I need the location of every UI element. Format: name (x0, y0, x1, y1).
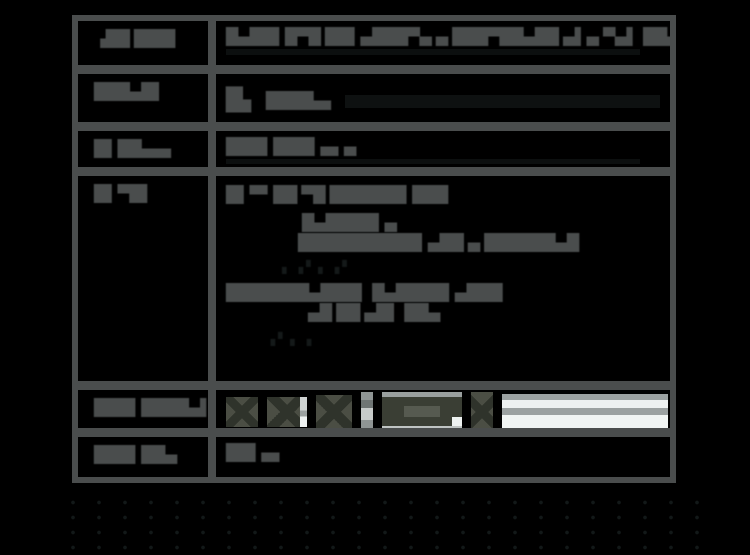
faint-dot-grid (60, 495, 705, 553)
row6-label: ███▌██▄ (94, 445, 177, 464)
row2-content-cell: █▖ ████▄▖ (216, 74, 670, 122)
row4-faint-dotted-line-1: ▖ ▗ ▘ ▖ ▗ ▘ (282, 260, 351, 274)
row5-label: ███▌████▄▌ (94, 398, 208, 417)
row6-text: ██▌▄▖ (226, 443, 286, 462)
row4-label-cell: █▌▀█▌ (78, 176, 208, 381)
row4-line-5: ▄█ ██ ▄█▌ ██▄ (308, 303, 440, 322)
infobox-table: ▗██ ███▌ █▄██▌█▀█ ██▌▄███▀▄ ▄ ███▀██▄██ … (72, 15, 676, 483)
row4-label: █▌▀█▌ (94, 184, 154, 203)
row4-faint-dotted-line-2: ▗ ▘ ▖ ▗ (266, 332, 311, 346)
row3-content-cell: ███▌███▌▄▖▄ (216, 131, 670, 167)
row3-faint-bar (226, 159, 640, 164)
row3-label-cell: █▌██▄▄▖ (78, 131, 208, 167)
row6-label-cell: ███▌██▄ (78, 437, 208, 477)
row6-content-cell: ██▌▄▖ (216, 437, 670, 477)
row2-label: ███▄█▌ (94, 82, 165, 101)
row4-line-1: █▌▀▘██ ▀█ ██████▌███ (226, 185, 448, 204)
row4-line-3: ██████████▌▄██ ▄ ██████▄█ (298, 233, 579, 252)
thumbnail-image-6 (471, 392, 493, 428)
row1-faint-bar (226, 49, 640, 55)
row4-content-cell: █▌▀▘██ ▀█ ██████▌███ █▄████▌▄ ██████████… (216, 176, 670, 381)
row2-small-icon: █▖ (226, 88, 260, 113)
row2-faint-bar (344, 94, 660, 108)
light-striped-panel (502, 393, 668, 428)
thumbnail-strip (226, 392, 502, 428)
row1-label-cell: ▗██ ███▌ (78, 21, 208, 65)
row2-text: ████▄▖ (265, 91, 337, 110)
row5-content-cell (216, 390, 670, 428)
row4-line-2: █▄████▌▄ (302, 213, 397, 232)
thumbnail-image-2 (267, 397, 307, 427)
thumbnail-image-3 (316, 395, 352, 428)
row3-label: █▌██▄▄▖ (94, 139, 177, 158)
row4-line-4: ███████▄███▌ █▄████▌▄███ (226, 283, 503, 302)
thumbnail-image-1 (226, 397, 258, 427)
row3-text: ███▌███▌▄▖▄ (226, 137, 356, 156)
thumbnail-image-5 (382, 392, 462, 428)
row1-text: █▄██▌█▀█ ██▌▄███▀▄ ▄ ███▀██▄██ ▄▌▄ ▀▄▌ █… (226, 27, 670, 46)
thumbnail-image-4 (361, 392, 373, 428)
row5-label-cell: ███▌████▄▌ (78, 390, 208, 428)
row1-label: ▗██ ███▌ (94, 29, 182, 48)
row1-content-cell: █▄██▌█▀█ ██▌▄███▀▄ ▄ ███▀██▄██ ▄▌▄ ▀▄▌ █… (216, 21, 670, 65)
row2-label-cell: ███▄█▌ (78, 74, 208, 122)
